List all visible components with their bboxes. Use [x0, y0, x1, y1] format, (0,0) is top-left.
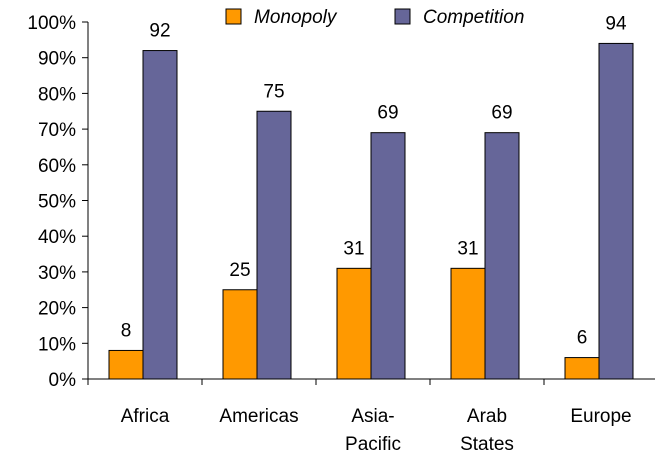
legend-swatch-competition — [394, 8, 411, 25]
bar-competition-1 — [256, 110, 292, 380]
bar-monopoly-0 — [108, 349, 144, 380]
data-label-monopoly-1: 25 — [229, 260, 250, 281]
data-label-competition-3: 69 — [491, 103, 512, 124]
bar-monopoly-1 — [222, 289, 258, 380]
y-tick-label: 90% — [38, 49, 76, 70]
data-labels: 8 25 31 31 6 92 75 69 69 94 — [121, 13, 627, 348]
x-tick-label: Americas — [219, 406, 298, 427]
legend: Monopoly Competition — [225, 7, 524, 28]
x-tick-label: Africa — [121, 406, 170, 427]
legend-swatch-monopoly — [225, 8, 242, 25]
bar-monopoly-2 — [336, 267, 372, 380]
y-tick-label: 0% — [49, 370, 77, 391]
bar-competition-0 — [142, 50, 178, 380]
legend-label-monopoly: Monopoly — [254, 7, 338, 28]
bar-competition-3 — [484, 132, 520, 380]
y-tick-label: 50% — [38, 192, 76, 213]
bar-monopoly-3 — [450, 267, 486, 380]
x-tick-label: Europe — [570, 406, 631, 427]
y-axis: 0% 10% 20% 30% 40% 50% 60% 70% 80% 90% 100% — [27, 13, 89, 391]
bar-monopoly-4 — [564, 357, 600, 380]
x-tick-label: Asia-Pacific — [345, 406, 401, 455]
data-label-competition-1: 75 — [263, 81, 284, 102]
bar-competition-4 — [598, 42, 634, 380]
bars — [108, 42, 634, 380]
data-label-monopoly-0: 8 — [121, 320, 132, 341]
data-label-monopoly-3: 31 — [457, 238, 478, 259]
y-tick-label: 100% — [27, 13, 76, 34]
y-tick-label: 60% — [38, 156, 76, 177]
y-tick-label: 10% — [38, 334, 76, 355]
y-tick-label: 70% — [38, 120, 76, 141]
y-tick-label: 80% — [38, 84, 76, 105]
data-label-competition-2: 69 — [377, 103, 398, 124]
x-axis: Africa Americas Asia-Pacific Arab States Euro… — [87, 378, 655, 455]
x-tick-label: Arab States — [460, 406, 514, 455]
legend-label-competition: Competition — [423, 7, 524, 28]
y-tick-label: 30% — [38, 263, 76, 284]
y-tick-label: 20% — [38, 299, 76, 320]
y-tick-label: 40% — [38, 227, 76, 248]
data-label-monopoly-4: 6 — [577, 328, 588, 349]
data-label-competition-4: 94 — [605, 13, 627, 34]
bar-competition-2 — [370, 132, 406, 380]
data-label-competition-0: 92 — [149, 21, 170, 42]
data-label-monopoly-2: 31 — [343, 238, 364, 259]
